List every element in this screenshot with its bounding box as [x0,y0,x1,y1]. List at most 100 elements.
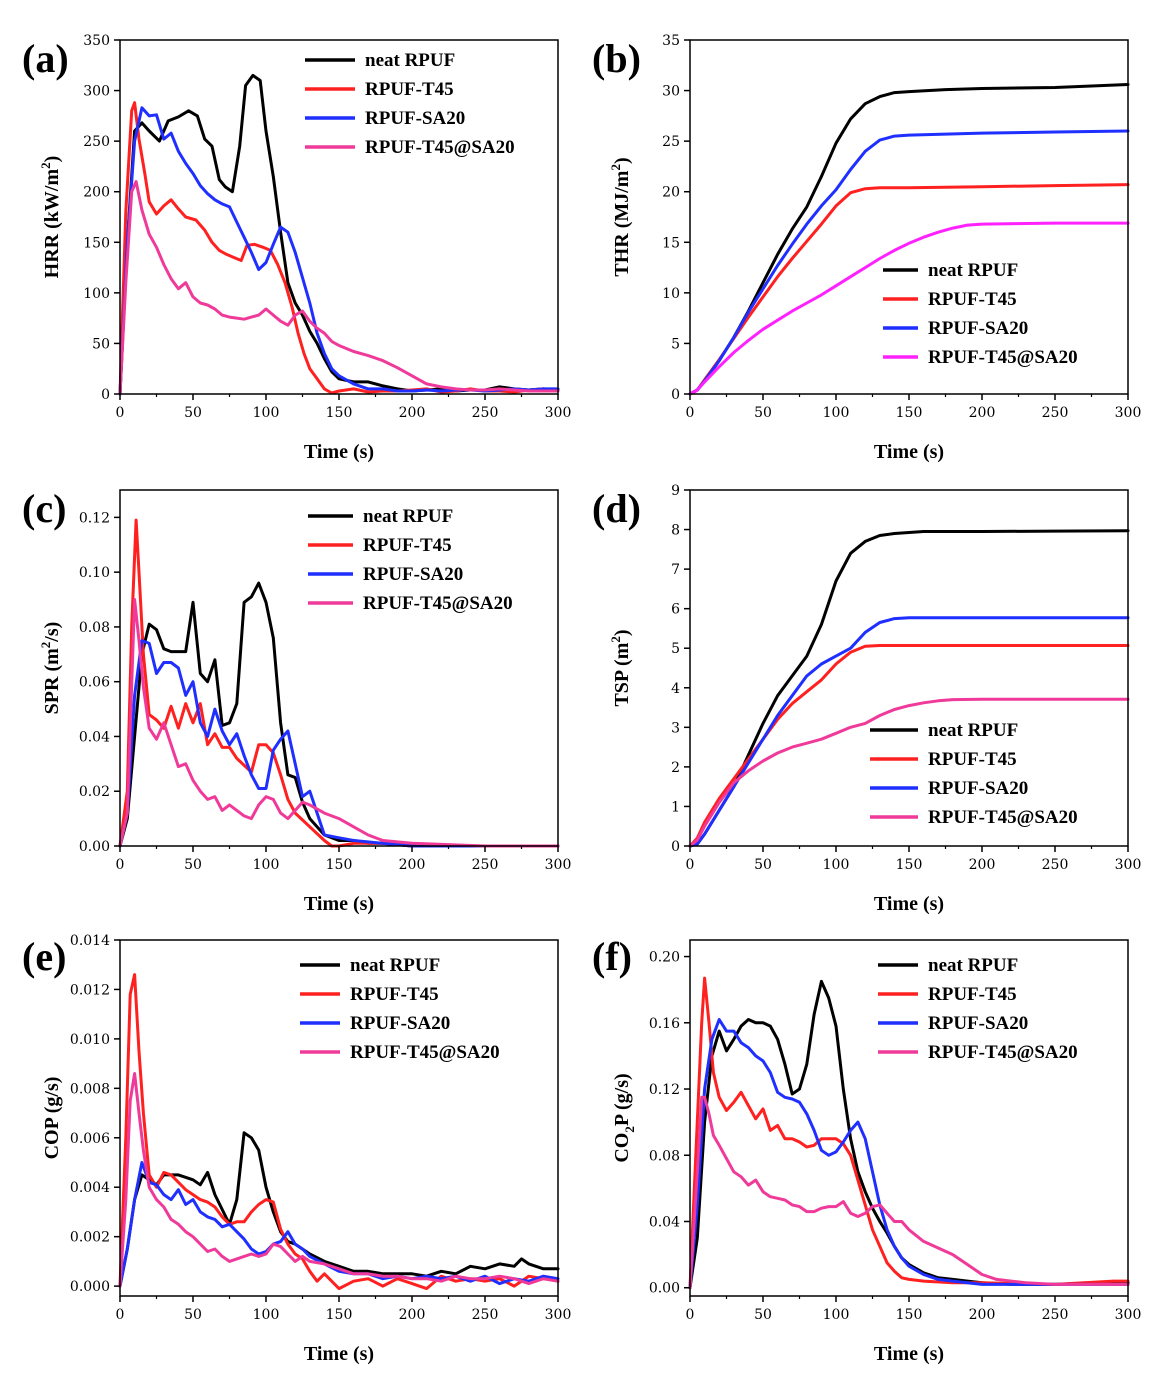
x-tick-label: 250 [472,1307,499,1323]
x-tick-label: 0 [116,857,125,873]
x-tick-label: 100 [253,405,280,421]
series-line-rpuf-sa20 [118,106,560,396]
x-axis-label: Time (s) [304,893,374,915]
y-tick-label: 0.12 [79,510,110,526]
y-tick-label: 0.16 [649,1016,680,1032]
series-line-rpuf-t45-sa20 [688,697,1130,848]
x-tick-label: 300 [545,405,572,421]
series-line-rpuf-sa20 [688,616,1130,848]
y-tick-label: 7 [671,562,680,578]
y-tick-label: 35 [662,33,680,49]
panel-f: 0 50 100 150 200 250 300 0.00 0.04 0.08 0.12 0.16 0.… [592,934,1141,1365]
x-tick-label: 0 [686,857,695,873]
x-axis-label: Time (s) [874,441,944,463]
y-tick-label: 25 [662,134,680,150]
legend: neat RPUF RPUF-T45 RPUF-SA20 RPUF-T45@SA20 [878,955,1078,1063]
y-axis-label: HRR (kW/m2) [38,156,63,279]
x-tick-label: 100 [823,405,850,421]
x-tick-label: 300 [1115,857,1142,873]
x-tick-label: 50 [754,857,772,873]
series-line-neat-rpuf [688,979,1130,1290]
y-tick-label: 8 [671,523,680,539]
panel-label: (b) [592,36,641,81]
x-tick-label: 100 [253,857,280,873]
series-line-neat-rpuf [118,1131,560,1288]
y-tick-label: 6 [671,602,680,618]
legend-label: RPUF-SA20 [365,108,465,129]
x-axis-label: Time (s) [874,893,944,915]
series-line-rpuf-sa20 [118,639,560,848]
x-tick-label: 250 [472,405,499,421]
y-axis-label: COP (g/s) [41,1077,63,1160]
x-tick-label: 50 [754,1307,772,1323]
legend-label: RPUF-SA20 [928,778,1028,799]
legend-label: RPUF-T45 [928,749,1017,770]
series-line-rpuf-t45 [688,976,1130,1290]
y-tick-label: 50 [92,336,110,352]
legend-label: neat RPUF [363,506,453,527]
x-tick-label: 200 [969,405,996,421]
y-tick-label: 0.04 [649,1214,680,1230]
legend-label: RPUF-SA20 [350,1013,450,1034]
y-tick-label: 0.000 [70,1279,110,1295]
x-tick-label: 300 [1115,1307,1142,1323]
x-tick-label: 200 [399,405,426,421]
y-tick-label: 200 [83,185,110,201]
y-tick-label: 3 [671,720,680,736]
x-tick-label: 50 [184,1307,202,1323]
x-axis-label: Time (s) [304,1343,374,1365]
legend: neat RPUF RPUF-T45 RPUF-SA20 RPUF-T45@SA20 [305,50,515,158]
y-tick-label: 9 [671,483,680,499]
legend-label: RPUF-SA20 [928,1013,1028,1034]
legend-label: neat RPUF [928,260,1018,281]
x-tick-label: 250 [1042,1307,1069,1323]
x-tick-label: 0 [686,405,695,421]
panel-label: (a) [22,36,69,81]
y-tick-label: 4 [671,681,680,697]
y-tick-label: 0.20 [649,950,680,966]
series-line-rpuf-t45-sa20 [118,1072,560,1288]
y-tick-label: 0.00 [79,839,110,855]
x-tick-label: 150 [326,1307,353,1323]
series-line-rpuf-t45 [688,644,1130,848]
legend-label: RPUF-T45 [928,984,1017,1005]
x-tick-label: 150 [326,405,353,421]
legend-label: neat RPUF [928,720,1018,741]
y-axis-label: THR (MJ/m2) [608,157,633,276]
x-tick-label: 300 [1115,405,1142,421]
y-tick-label: 0.004 [70,1180,110,1196]
legend-label: RPUF-T45@SA20 [928,807,1078,828]
y-tick-label: 0.006 [70,1131,110,1147]
legend-label: RPUF-T45 [928,289,1017,310]
y-tick-label: 0.10 [79,565,110,581]
legend: neat RPUF RPUF-T45 RPUF-SA20 RPUF-T45@SA20 [308,506,513,614]
y-tick-label: 5 [671,336,680,352]
x-tick-label: 150 [326,857,353,873]
series-line-rpuf-sa20 [688,129,1130,396]
x-tick-label: 0 [686,1307,695,1323]
x-tick-label: 50 [184,405,202,421]
y-tick-label: 0.08 [79,620,110,636]
x-tick-label: 0 [116,1307,125,1323]
legend-label: RPUF-SA20 [363,564,463,585]
x-tick-label: 250 [1042,405,1069,421]
y-axis-label: CO2P (g/s) [611,1073,637,1162]
legend-label: neat RPUF [365,50,455,71]
y-tick-label: 15 [662,235,680,251]
x-axis-label: Time (s) [304,441,374,463]
panel-e: 0 50 100 150 200 250 300 0.000 0.002 0.004 0.006 0.… [22,933,571,1365]
panel-label: (e) [22,934,66,979]
legend-label: RPUF-T45 [365,79,454,100]
x-tick-label: 200 [969,1307,996,1323]
legend-label: neat RPUF [928,955,1018,976]
y-tick-label: 0.002 [70,1230,110,1246]
legend-label: RPUF-T45 [350,984,439,1005]
x-tick-label: 100 [823,1307,850,1323]
y-tick-label: 2 [671,760,680,776]
y-tick-label: 300 [83,84,110,100]
y-axis-label: SPR (m2/s) [38,622,63,715]
y-tick-label: 1 [671,799,680,815]
y-tick-label: 0.06 [79,675,110,691]
legend-label: RPUF-T45@SA20 [363,593,513,614]
